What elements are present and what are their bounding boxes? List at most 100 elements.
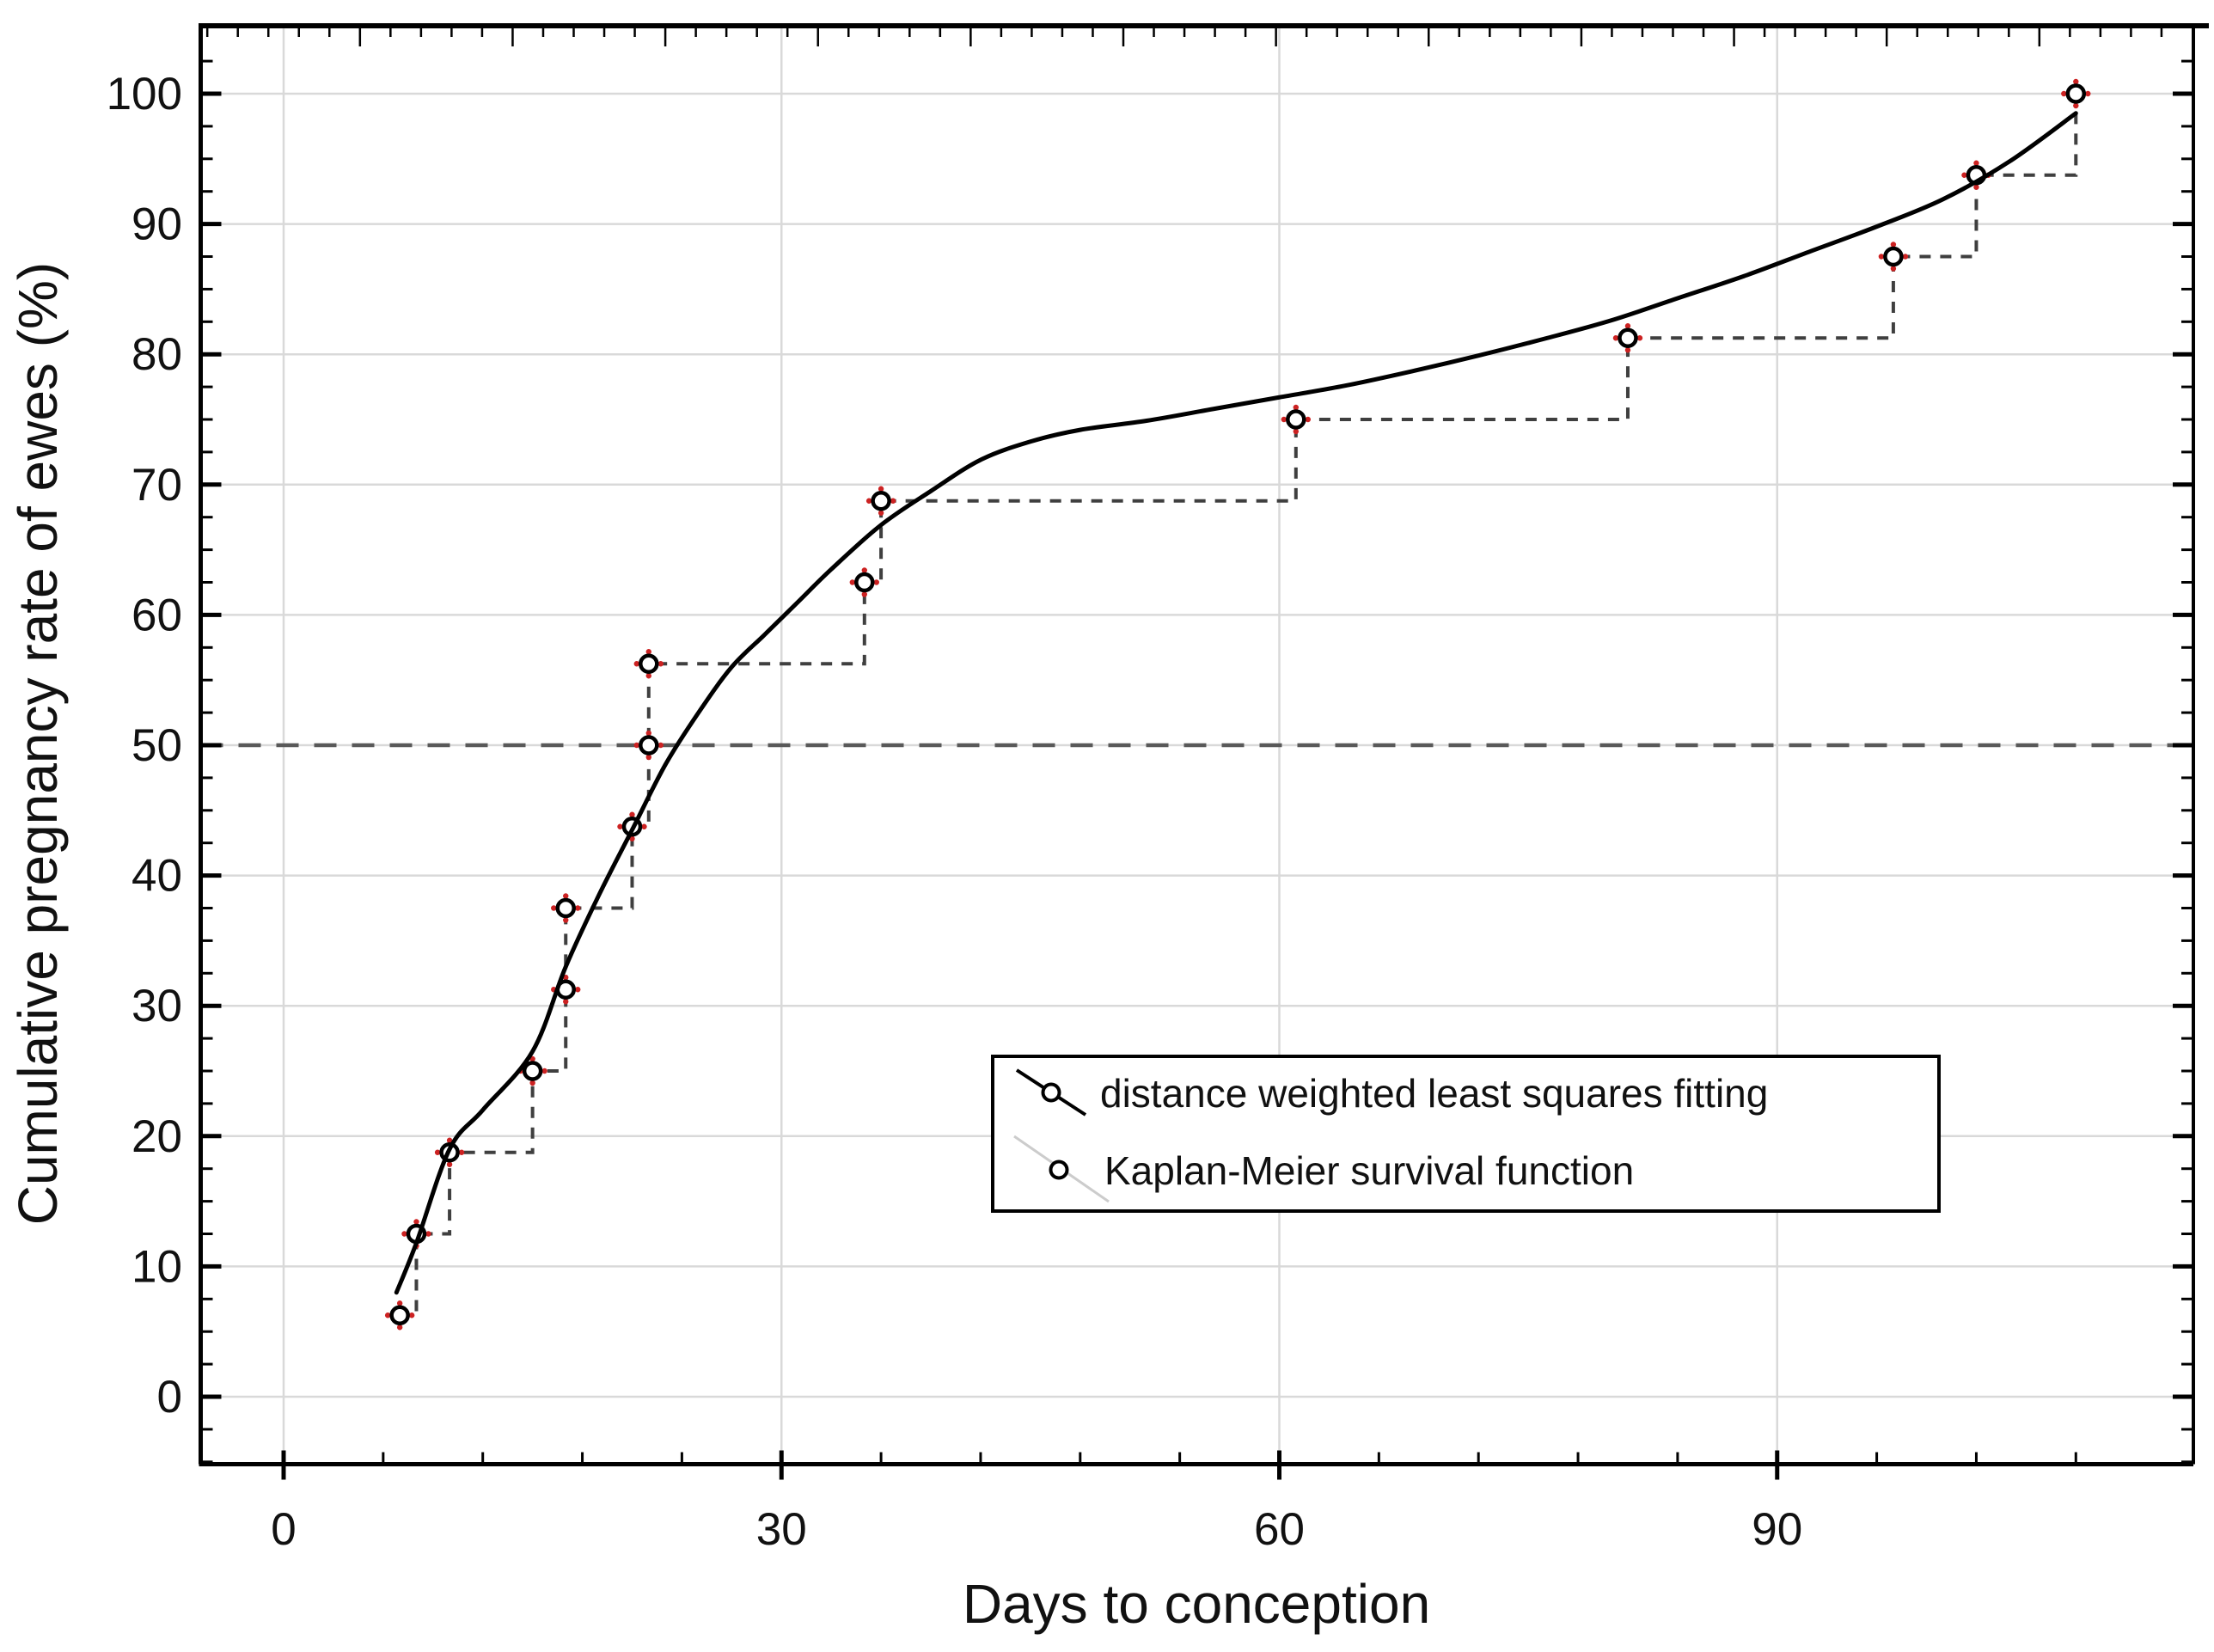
km-marker [1878, 242, 1909, 272]
marker-accent-dot [629, 835, 635, 841]
y-tick-label-60: 60 [131, 590, 182, 640]
y-tick-label-70: 70 [131, 460, 182, 511]
marker-accent-dot [645, 730, 651, 737]
km-marker [633, 730, 664, 761]
y-tick-label-80: 80 [131, 329, 182, 380]
marker-open-circle [871, 491, 891, 511]
legend-item-km: Kaplan-Meier survival function [1013, 1135, 1634, 1203]
legend-label-dwls: distance weighted least squares fitting [1100, 1071, 1768, 1116]
km-marker [1612, 323, 1643, 353]
marker-accent-dot [2085, 90, 2091, 97]
marker-accent-dot [396, 1325, 403, 1331]
marker-accent-dot [551, 905, 557, 911]
x-tick-label-0: 0 [271, 1504, 296, 1555]
legend-label-km: Kaplan-Meier survival function [1104, 1148, 1634, 1193]
marker-open-circle [1618, 327, 1638, 348]
marker-accent-dot [657, 742, 664, 749]
marker-accent-dot [563, 975, 569, 981]
dwls-curve-path [394, 111, 2078, 1295]
marker-accent-dot [1305, 416, 1312, 423]
y-tick-label-0: 0 [157, 1372, 182, 1423]
axis-ticks [200, 28, 2193, 1480]
y-tick-label-90: 90 [131, 199, 182, 250]
marker-accent-dot [1890, 266, 1897, 272]
marker-open-circle [389, 1305, 410, 1325]
marker-accent-dot [633, 742, 639, 749]
marker-open-circle [639, 653, 659, 674]
marker-accent-dot [1961, 172, 1967, 178]
marker-accent-dot [575, 987, 581, 993]
km-marker [849, 567, 879, 597]
marker-accent-dot [446, 1137, 453, 1143]
marker-open-circle [522, 1061, 543, 1081]
marker-accent-dot [657, 661, 664, 667]
y-tick-label-20: 20 [131, 1111, 182, 1162]
marker-accent-dot [2061, 90, 2067, 97]
marker-accent-dot [541, 1068, 547, 1074]
marker-accent-dot [849, 579, 855, 585]
marker-accent-dot [641, 823, 647, 829]
marker-accent-dot [645, 754, 651, 761]
marker-accent-dot [575, 905, 581, 911]
x-tick-label-90: 90 [1752, 1504, 1802, 1555]
marker-accent-dot [434, 1149, 441, 1155]
axis-tick-labels: 0 10 20 30 40 50 60 70 80 90 100 0 30 60 90 [107, 69, 1803, 1555]
marker-accent-dot [563, 893, 569, 899]
marker-open-circle [2065, 83, 2087, 104]
marker-accent-dot [890, 498, 896, 504]
marker-accent-dot [446, 1161, 453, 1167]
marker-open-circle [555, 897, 576, 919]
marker-accent-dot [458, 1149, 465, 1155]
km-marker [865, 486, 896, 516]
marker-open-circle [854, 572, 875, 593]
marker-accent-dot [529, 1080, 535, 1086]
marker-accent-dot [1878, 254, 1885, 260]
y-axis-title: Cumulative pregnancy rate of ewes (%) [7, 262, 69, 1226]
x-tick-label-30: 30 [756, 1504, 807, 1555]
marker-accent-dot [2073, 78, 2079, 85]
marker-accent-dot [1973, 160, 1979, 166]
marker-accent-dot [1902, 254, 1909, 260]
x-axis-title: Days to conception [963, 1573, 1430, 1635]
y-tick-label-100: 100 [107, 69, 182, 119]
marker-accent-dot [408, 1312, 415, 1319]
marker-accent-dot [865, 498, 872, 504]
marker-accent-dot [425, 1231, 431, 1237]
marker-accent-dot [878, 510, 884, 516]
km-marker [384, 1300, 415, 1331]
marker-accent-dot [645, 649, 651, 655]
legend-item-dwls: distance weighted least squares fitting [1015, 1068, 1768, 1117]
y-tick-label-50: 50 [131, 720, 182, 771]
marker-accent-dot [1973, 184, 1979, 190]
marker-accent-dot [1293, 404, 1300, 411]
marker-open-circle [1883, 246, 1904, 267]
marker-accent-dot [629, 811, 635, 817]
marker-accent-dot [617, 823, 623, 829]
marker-accent-dot [2073, 102, 2079, 109]
marker-accent-dot [396, 1300, 403, 1306]
marker-accent-dot [1293, 428, 1300, 435]
km-marker [1281, 404, 1312, 435]
marker-accent-dot [633, 661, 639, 667]
marker-accent-dot [861, 567, 867, 573]
marker-accent-dot [563, 917, 569, 923]
marker-accent-dot [1624, 347, 1631, 353]
marker-accent-dot [1281, 416, 1287, 423]
dwls-marker-icon [1041, 1082, 1061, 1103]
marker-accent-dot [413, 1219, 419, 1225]
marker-accent-dot [563, 999, 569, 1005]
marker-accent-dot [878, 486, 884, 492]
km-marker [517, 1055, 547, 1086]
km-marker [633, 649, 664, 679]
x-tick-label-60: 60 [1254, 1504, 1305, 1555]
marker-accent-dot [873, 579, 879, 585]
km-step-path [400, 94, 2078, 1318]
marker-accent-dot [384, 1312, 391, 1319]
km-marker [551, 893, 581, 923]
marker-accent-dot [1890, 242, 1897, 248]
km-marker [551, 975, 581, 1005]
km-marker-icon [1049, 1159, 1069, 1180]
marker-accent-dot [1636, 335, 1643, 341]
